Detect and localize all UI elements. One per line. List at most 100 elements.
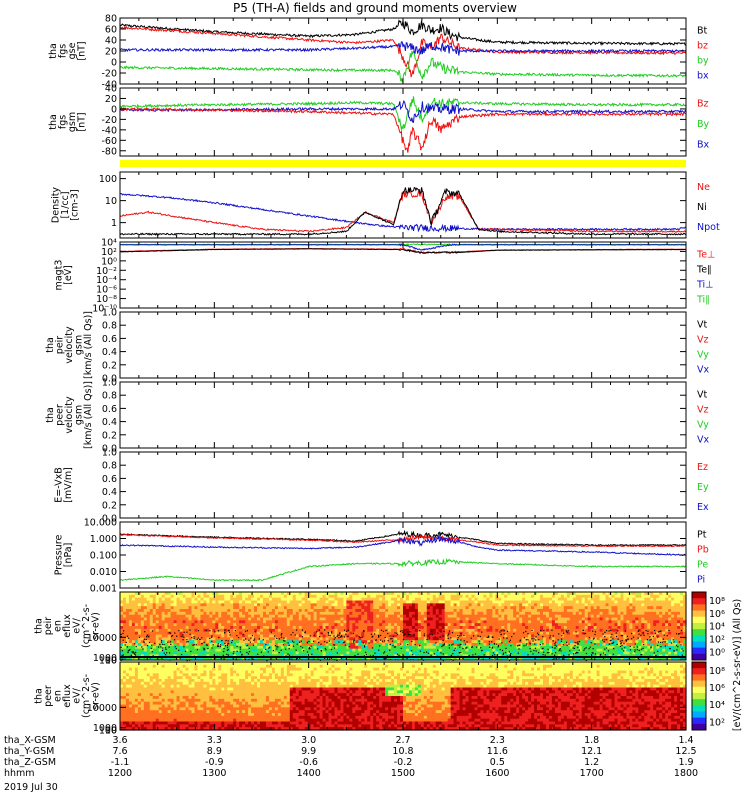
heatmap-cell — [557, 592, 562, 596]
heatmap-cell — [334, 606, 339, 610]
heatmap-cell — [560, 620, 565, 624]
heatmap-cell — [471, 637, 476, 641]
heatmap-cell — [382, 611, 386, 616]
series-line-fgs_gse-bx — [119, 41, 687, 56]
heatmap-cell — [647, 592, 651, 596]
heatmap-cell — [376, 637, 380, 641]
heatmap-cell — [385, 640, 389, 644]
heatmap-cell — [286, 634, 291, 638]
heatmap-cell — [519, 594, 523, 599]
heatmap-cell — [468, 628, 473, 633]
heatmap-cell — [465, 609, 470, 613]
heatmap-cell — [170, 609, 175, 613]
heatmap-cell — [379, 634, 383, 638]
heatmap-cell — [465, 606, 470, 610]
heatmap-cell — [620, 628, 625, 633]
heatmap-cell — [551, 623, 556, 627]
heatmap-cell — [477, 600, 482, 604]
heatmap-cell — [641, 623, 645, 627]
heatmap-cell — [489, 657, 493, 661]
heatmap-cell — [304, 640, 309, 644]
heatmap-cell — [495, 628, 499, 633]
heatmap-cell — [388, 640, 392, 644]
heatmap-cell — [605, 643, 610, 647]
heatmap-cell — [537, 620, 541, 624]
heatmap-cell — [453, 651, 458, 655]
heatmap-cell — [131, 645, 136, 650]
heatmap-cell — [408, 594, 413, 599]
heatmap-cell — [477, 623, 482, 627]
heatmap-cell — [161, 592, 166, 596]
heatmap-cell — [128, 606, 133, 610]
heatmap-cell — [373, 592, 377, 596]
heatmap-cell — [611, 643, 616, 647]
heatmap-cell — [379, 614, 383, 619]
heatmap-cell — [522, 634, 526, 638]
heatmap-cell — [385, 609, 389, 613]
heatmap-cell — [572, 648, 577, 653]
legend-bx: bx — [697, 71, 709, 82]
heatmap-cell — [283, 617, 288, 621]
heatmap-cell — [322, 651, 327, 655]
heatmap-cell — [563, 634, 568, 638]
heatmap-cell — [346, 648, 350, 653]
heatmap-cell — [379, 620, 383, 624]
heatmap-cell — [388, 651, 392, 655]
heatmap-cell — [358, 657, 362, 661]
heatmap-cell — [501, 628, 505, 633]
heatmap-cell — [429, 603, 434, 607]
heatmap-cell — [444, 597, 449, 602]
heatmap-cell — [319, 631, 324, 636]
heatmap-cell — [590, 600, 595, 604]
heatmap-cell — [158, 611, 163, 616]
heatmap-cell — [587, 597, 592, 602]
heatmap-cell — [346, 606, 350, 610]
heatmap-cell — [525, 628, 529, 633]
heatmap-cell — [325, 626, 330, 630]
heatmap-cell — [513, 643, 517, 647]
heatmap-cell — [608, 651, 613, 655]
heatmap-cell — [420, 611, 425, 616]
heatmap-cell — [200, 620, 205, 624]
heatmap-cell — [545, 640, 550, 644]
heatmap-cell — [340, 643, 345, 647]
heatmap-cell — [271, 600, 276, 604]
heatmap-cell — [504, 631, 508, 636]
heatmap-cell — [516, 623, 520, 627]
heatmap-cell — [334, 631, 339, 636]
heatmap-cell — [507, 617, 511, 621]
heatmap-cell — [632, 600, 636, 604]
heatmap-cell — [227, 657, 231, 661]
heatmap-cell — [212, 651, 216, 655]
y-tick-label: 40 — [105, 84, 117, 95]
heatmap-cell — [581, 600, 586, 604]
heatmap-cell — [629, 628, 633, 633]
heatmap-cell — [560, 609, 565, 613]
heatmap-cell — [260, 623, 264, 627]
heatmap-cell — [143, 597, 148, 602]
heatmap-cell — [286, 592, 291, 596]
heatmap-cell — [382, 645, 386, 650]
heatmap-cell — [408, 645, 413, 650]
heatmap-cell — [364, 611, 368, 616]
heatmap-cell — [543, 594, 547, 599]
heatmap-cell — [531, 657, 535, 661]
heatmap-cell — [331, 626, 336, 630]
heatmap-cell — [498, 592, 502, 596]
heatmap-cell — [349, 623, 353, 627]
heatmap-cell — [590, 594, 595, 599]
heatmap-cell — [254, 640, 258, 644]
heatmap-cell — [391, 631, 395, 636]
heatmap-cell — [560, 645, 565, 650]
heatmap-cell — [131, 657, 136, 661]
heatmap-cell — [343, 600, 347, 604]
heatmap-cell — [397, 600, 401, 604]
heatmap-cell — [468, 600, 473, 604]
heatmap-cell — [274, 651, 279, 655]
heatmap-cell — [271, 623, 276, 627]
heatmap-cell — [209, 645, 213, 650]
heatmap-cell — [522, 643, 526, 647]
heatmap-cell — [423, 600, 428, 604]
heatmap-cell — [298, 637, 303, 641]
heatmap-cell — [581, 592, 586, 596]
